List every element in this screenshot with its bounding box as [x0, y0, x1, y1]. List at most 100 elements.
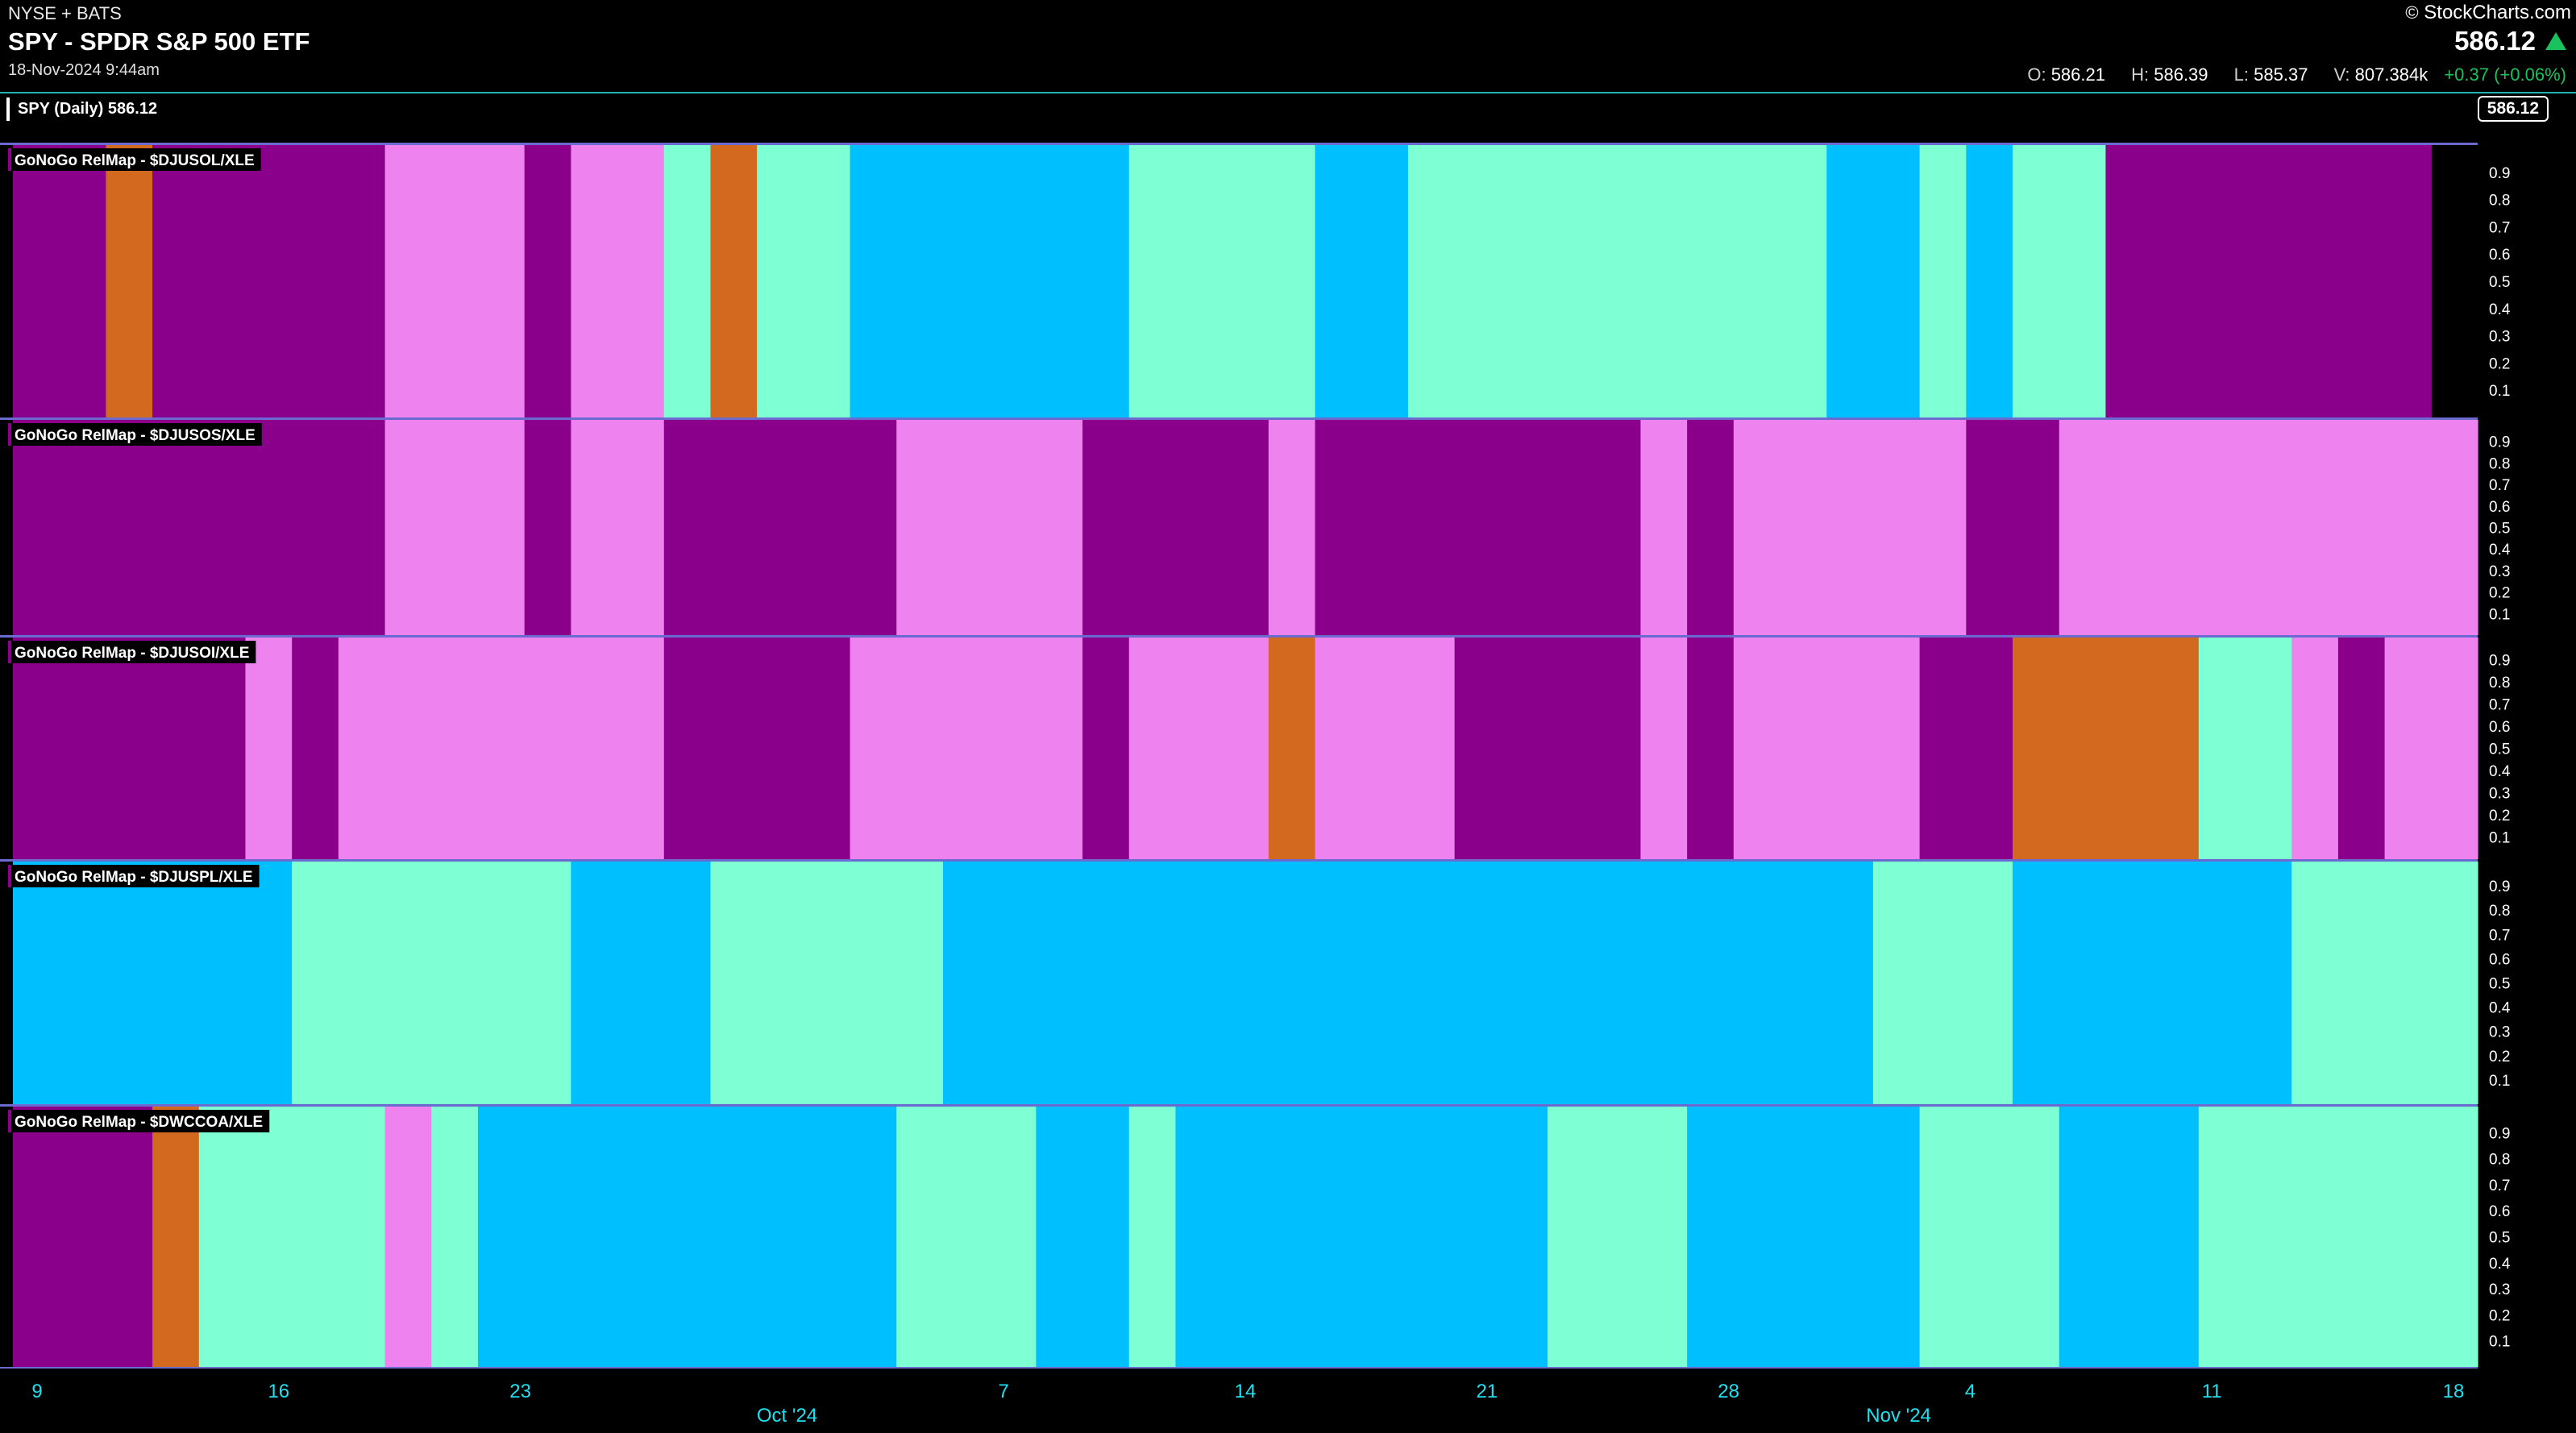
relmap-cell: [942, 862, 1874, 1104]
relmap-cell: [571, 145, 665, 417]
panel-label-marker: [8, 423, 11, 446]
relmap-cell: [1175, 1107, 1548, 1367]
panel-label: GoNoGo RelMap - $DWCCOA/XLE: [15, 1114, 263, 1131]
relmap-cell: [1919, 638, 2013, 859]
y-tick-label: 0.9: [2489, 165, 2510, 182]
panel-divider: [0, 143, 2478, 145]
relmap-cell: [663, 638, 851, 859]
y-tick-label: 0.8: [2489, 903, 2510, 920]
relmap-cell: [13, 638, 247, 859]
x-tick-label: 28: [1718, 1381, 1739, 1402]
exchange-label: NYSE + BATS: [8, 3, 122, 23]
y-tick-label: 0.6: [2489, 1203, 2510, 1220]
relmap-cell: [1128, 145, 1316, 417]
up-arrow-icon: [2545, 32, 2566, 50]
x-tick-label: 18: [2443, 1381, 2465, 1402]
panel-label: GoNoGo RelMap - $DJUSPL/XLE: [15, 869, 253, 886]
open-label: O:: [2027, 64, 2046, 85]
y-tick-label: 0.2: [2489, 808, 2510, 824]
relmap-cell: [1082, 420, 1269, 635]
relmap-cell: [2105, 145, 2432, 417]
relmap-cell: [2013, 862, 2292, 1104]
panel-label-marker: [8, 865, 11, 887]
relmap-cell: [13, 862, 293, 1104]
volume-value: 807.384k: [2354, 64, 2429, 85]
y-tick-label: 0.4: [2489, 763, 2511, 780]
relmap-cell: [757, 145, 851, 417]
relmap-cell: [896, 420, 1083, 635]
y-tick-label: 0.9: [2489, 653, 2510, 670]
y-tick-label: 0.3: [2489, 329, 2510, 346]
y-tick-label: 0.2: [2489, 1049, 2510, 1065]
y-tick-label: 0.7: [2489, 477, 2510, 494]
low-label: L:: [2233, 64, 2250, 85]
y-tick-label: 0.2: [2489, 355, 2510, 372]
panel-label-bg: [8, 1110, 270, 1132]
x-tick-label: 14: [1235, 1381, 1257, 1402]
panel-label: GoNoGo RelMap - $DJUSOI/XLE: [15, 645, 249, 662]
relmap-cell: [384, 1107, 432, 1367]
relmap-cell: [245, 638, 293, 859]
y-tick-label: 0.5: [2489, 1230, 2510, 1247]
relmap-cell: [1128, 638, 1269, 859]
relmap-cell: [431, 1107, 479, 1367]
relmap-cell: [384, 145, 526, 417]
high-value: 586.39: [2154, 64, 2208, 85]
relmap-panel-3: GoNoGo RelMap - $DJUSOI/XLE 0.9 0.8 0.7 0.6 0…: [0, 635, 2511, 859]
y-tick-label: 0.3: [2489, 1024, 2510, 1041]
price-panel-label: SPY (Daily) 586.12: [6, 98, 165, 121]
y-tick-label: 0.6: [2489, 719, 2510, 736]
relmap-cell: [152, 145, 386, 417]
x-tick-label: Oct '24: [757, 1405, 817, 1427]
x-tick-label: Nov '24: [1866, 1405, 1931, 1427]
relmap-cell: [1733, 420, 1967, 635]
relmap-cell: [2059, 420, 2478, 635]
volume-label: V:: [2333, 64, 2350, 85]
relmap-cell: [1826, 145, 1921, 417]
relmap-cell: [477, 1107, 897, 1367]
relmap-cell: [524, 145, 571, 417]
ohlc-readout: O: 586.21 H: 586.39 L: 585.37 V: 807.384…: [2006, 64, 2566, 85]
relmap-cell: [2291, 638, 2339, 859]
relmap-panel-2: GoNoGo RelMap - $DJUSOS/XLE 0.9 0.8 0.7 0.6 0…: [0, 417, 2511, 635]
y-tick-label: 0.2: [2489, 585, 2510, 602]
y-tick-label: 0.6: [2489, 951, 2510, 968]
relmap-cell: [384, 420, 526, 635]
relmap-cell: [1268, 420, 1316, 635]
relmap-cell: [1687, 638, 1735, 859]
panel-divider: [0, 635, 2478, 638]
panel-divider: [0, 859, 2478, 862]
x-tick-label: 11: [2202, 1381, 2222, 1402]
y-tick-label: 0.1: [2489, 1334, 2510, 1351]
x-tick-label: 7: [999, 1381, 1009, 1402]
y-tick-label: 0.7: [2489, 697, 2510, 714]
relmap-cell: [850, 145, 1130, 417]
y-tick-label: 0.4: [2489, 1000, 2511, 1017]
panel-label-bg: [8, 865, 260, 887]
y-tick-label: 0.4: [2489, 301, 2511, 318]
relmap-cell: [571, 862, 712, 1104]
relmap-cell: [1966, 145, 2013, 417]
relmap-cell: [2384, 638, 2478, 859]
relmap-cell: [2059, 1107, 2200, 1367]
y-tick-label: 0.5: [2489, 741, 2510, 758]
brand-logo[interactable]: © StockCharts.com: [2405, 2, 2571, 24]
relmap-cell: [1454, 638, 1642, 859]
y-tick-label: 0.5: [2489, 521, 2510, 538]
relmap-cell: [571, 420, 665, 635]
panel-label-bg: [8, 148, 261, 171]
y-tick-label: 0.1: [2489, 383, 2510, 400]
low-value: 585.37: [2254, 64, 2308, 85]
y-tick-label: 0.8: [2489, 1152, 2510, 1169]
relmap-cell: [850, 638, 1083, 859]
relmap-cell: [1407, 145, 1827, 417]
last-price: 586.12: [2454, 26, 2536, 56]
plot-bottom-border: [0, 1367, 2478, 1369]
relmap-panel-5: GoNoGo RelMap - $DWCCOA/XLE 0.9 0.8 0.7 0.6 0…: [0, 1104, 2511, 1367]
copyright-icon: ©: [2405, 2, 2419, 23]
x-tick-label: 9: [31, 1381, 42, 1402]
panel-divider: [0, 417, 2478, 420]
relmap-cell: [2013, 145, 2107, 417]
relmap-panel-1: GoNoGo RelMap - $DJUSOL/XLE 0.9 0.8 0.7 0.6 0…: [0, 143, 2511, 417]
